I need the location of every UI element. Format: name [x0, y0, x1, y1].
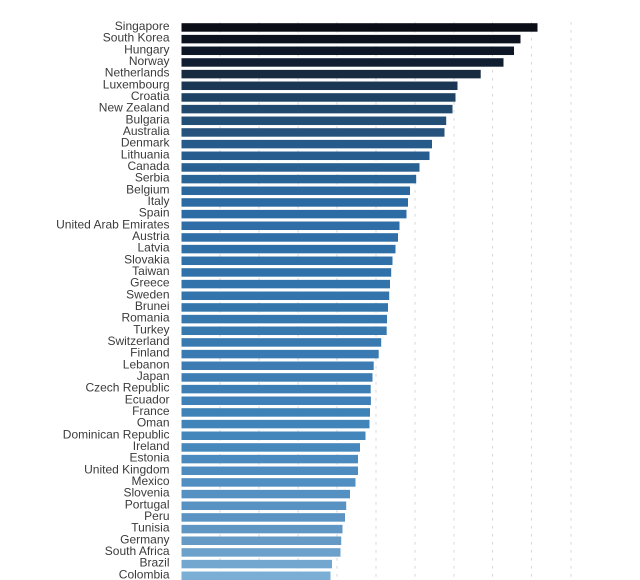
svg-text:Lebanon: Lebanon — [123, 357, 170, 371]
svg-text:Peru: Peru — [144, 509, 169, 523]
svg-text:Finland: Finland — [130, 346, 169, 360]
svg-text:Norway: Norway — [129, 54, 170, 68]
svg-text:Dominican Republic: Dominican Republic — [63, 427, 170, 441]
svg-text:Japan: Japan — [137, 369, 170, 383]
svg-text:Brazil: Brazil — [139, 556, 169, 570]
svg-text:Italy: Italy — [147, 194, 169, 208]
svg-text:Turkey: Turkey — [133, 322, 169, 336]
svg-text:Spain: Spain — [139, 206, 170, 220]
svg-text:Canada: Canada — [127, 159, 169, 173]
svg-text:Australia: Australia — [123, 124, 170, 138]
svg-text:Sweden: Sweden — [126, 287, 169, 301]
svg-text:South Africa: South Africa — [105, 544, 170, 558]
svg-text:Serbia: Serbia — [135, 171, 170, 185]
svg-text:Latvia: Latvia — [137, 241, 169, 255]
svg-text:Romania: Romania — [121, 311, 169, 325]
svg-text:United Kingdom: United Kingdom — [84, 462, 169, 476]
svg-text:Oman: Oman — [137, 416, 170, 430]
svg-text:Slovenia: Slovenia — [123, 486, 169, 500]
svg-text:Netherlands: Netherlands — [105, 66, 170, 80]
svg-text:Hungary: Hungary — [124, 42, 169, 56]
svg-text:Switzerland: Switzerland — [107, 334, 169, 348]
svg-text:Bulgaria: Bulgaria — [125, 112, 169, 126]
svg-text:Luxembourg: Luxembourg — [103, 77, 170, 91]
svg-text:Croatia: Croatia — [131, 89, 170, 103]
svg-text:Brunei: Brunei — [135, 299, 170, 313]
svg-text:Taiwan: Taiwan — [132, 264, 169, 278]
svg-text:South Korea: South Korea — [103, 31, 170, 45]
svg-text:France: France — [132, 404, 170, 418]
svg-text:Tunisia: Tunisia — [131, 521, 170, 535]
svg-text:United Arab Emirates: United Arab Emirates — [56, 217, 169, 231]
svg-text:Portugal: Portugal — [125, 497, 170, 511]
svg-text:Lithuania: Lithuania — [121, 147, 170, 161]
svg-text:Germany: Germany — [120, 532, 169, 546]
svg-text:Slovakia: Slovakia — [124, 252, 170, 266]
svg-text:Austria: Austria — [132, 229, 170, 243]
svg-text:Belgium: Belgium — [126, 182, 169, 196]
svg-text:Singapore: Singapore — [115, 19, 170, 33]
svg-text:Mexico: Mexico — [131, 474, 169, 488]
svg-text:Ireland: Ireland — [133, 439, 170, 453]
svg-text:New Zealand: New Zealand — [99, 101, 170, 115]
svg-text:Denmark: Denmark — [121, 136, 171, 150]
svg-text:Ecuador: Ecuador — [125, 392, 170, 406]
svg-text:Estonia: Estonia — [129, 451, 169, 465]
svg-text:Colombia: Colombia — [119, 567, 170, 580]
svg-text:Czech Republic: Czech Republic — [85, 381, 169, 395]
svg-text:Greece: Greece — [130, 276, 170, 290]
